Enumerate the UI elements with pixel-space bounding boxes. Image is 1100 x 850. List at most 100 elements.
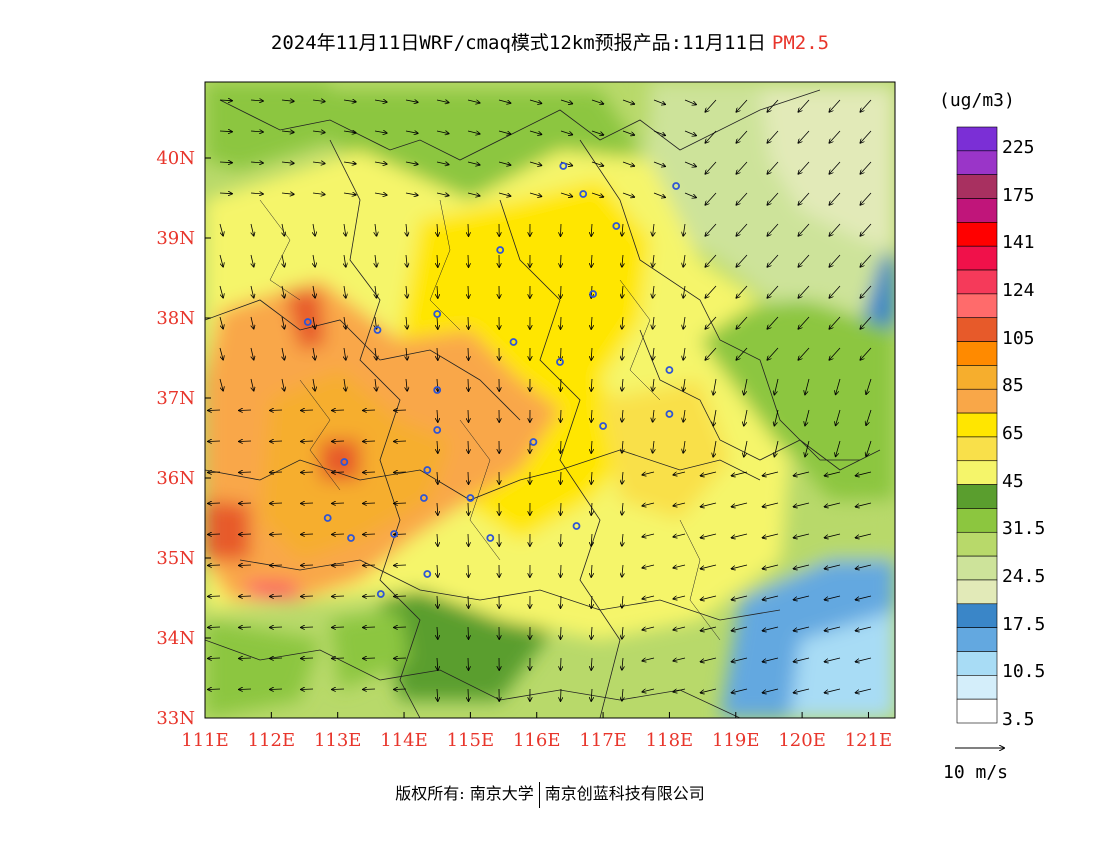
wind-arrow — [673, 596, 686, 599]
wind-arrow — [622, 347, 623, 360]
wind-arrow — [794, 657, 810, 662]
wind-arrow — [701, 502, 717, 507]
wind-arrow — [866, 440, 872, 456]
legend-label: 225 — [1002, 137, 1035, 158]
wind-arrow — [683, 285, 685, 298]
wind-arrow — [622, 130, 634, 135]
wind-arrow — [394, 441, 407, 442]
wind-arrow — [343, 193, 356, 195]
copyright-org1: 南京大学 — [469, 784, 534, 803]
legend-label: 31.5 — [1002, 518, 1046, 540]
wind-arrow — [732, 502, 748, 507]
wind-arrow — [282, 347, 284, 360]
wind-arrow — [701, 595, 717, 600]
wind-arrow — [673, 534, 686, 537]
wind-arrow — [219, 378, 223, 391]
wind-arrow — [239, 503, 252, 504]
wind-arrow — [250, 162, 263, 163]
wind-arrow — [312, 131, 325, 133]
wind-arrow — [374, 131, 387, 133]
wind-arrow — [437, 440, 438, 453]
station-marker — [612, 222, 621, 230]
wind-arrow — [343, 162, 356, 164]
wind-arrow — [866, 409, 872, 425]
wind-arrow — [208, 441, 221, 442]
wind-arrow — [856, 657, 872, 662]
wind-arrow — [591, 223, 592, 236]
wind-arrow — [591, 378, 592, 391]
wind-arrow — [301, 689, 314, 690]
wind-arrow — [313, 285, 315, 298]
wind-arrow — [622, 564, 623, 577]
wind-arrow — [836, 409, 841, 425]
wind-arrow — [406, 347, 407, 360]
wind-arrow — [270, 689, 283, 690]
wind-arrow — [860, 347, 872, 360]
wind-arrow — [701, 471, 717, 476]
wind-arrow — [437, 316, 438, 329]
wind-arrow — [705, 285, 717, 298]
wind-arrow — [732, 626, 748, 631]
wind-arrow — [468, 378, 469, 391]
wind-arrow — [344, 347, 346, 360]
legend-swatch — [956, 531, 998, 557]
legend-swatch — [956, 365, 998, 390]
wind-arrow — [705, 99, 717, 112]
x-axis: 111E 112E 113E 114E 115E 116E 117E 118E 119E 120E… — [181, 712, 892, 751]
wind-arrow — [736, 223, 748, 236]
wind-arrow — [767, 285, 779, 298]
wind-arrow — [591, 595, 592, 608]
legend-swatch — [956, 412, 998, 438]
wind-arrow — [301, 410, 314, 411]
wind-arrow — [437, 502, 438, 515]
wind-arrow — [437, 347, 438, 360]
wind-arrow — [270, 534, 283, 535]
wind-arrow — [270, 627, 283, 628]
wind-arrow — [673, 658, 686, 661]
x-tick-label: 118E — [646, 730, 694, 751]
wind-arrow — [436, 100, 449, 103]
station-marker — [599, 422, 607, 430]
wind-arrow — [653, 254, 654, 267]
wind-arrow — [705, 316, 717, 329]
wind-arrow — [250, 193, 263, 194]
wind-arrow — [219, 131, 232, 132]
wind-arrow — [561, 471, 562, 484]
wind-arrow — [406, 223, 407, 236]
wind-arrow — [560, 99, 572, 104]
wind-arrow — [437, 409, 438, 422]
wind-arrow — [622, 471, 623, 484]
wind-arrow — [406, 254, 407, 267]
county-boundary — [459, 419, 501, 561]
wind-arrow — [332, 565, 345, 566]
wind-arrow — [406, 316, 407, 329]
city-station-markers — [303, 162, 680, 598]
wind-arrow — [829, 223, 841, 236]
wind-arrow — [653, 285, 654, 298]
title-pollutant: PM2.5 — [771, 32, 830, 54]
wind-arrow — [622, 657, 623, 670]
wind-arrow — [301, 534, 314, 535]
wind-arrow — [705, 254, 717, 267]
wind-arrow — [313, 316, 315, 329]
wind-vector-field — [208, 99, 872, 701]
station-marker — [672, 182, 680, 190]
wind-arrow — [705, 161, 717, 174]
wind-arrow — [591, 254, 592, 267]
legend-units: (ug/m3) — [939, 90, 1015, 111]
wind-arrow — [860, 316, 872, 329]
province-boundary — [205, 299, 521, 421]
wind-arrow — [591, 502, 592, 515]
wind-arrow — [239, 689, 252, 690]
x-tick-label: 121E — [845, 730, 893, 751]
wind-arrow — [281, 100, 294, 101]
wind-arrow — [642, 565, 655, 568]
station-marker — [466, 494, 475, 502]
province-boundary — [579, 139, 860, 461]
wind-arrow — [344, 285, 346, 298]
wind-arrow — [343, 100, 356, 102]
wind-arrow — [281, 193, 294, 194]
wind-arrow — [394, 596, 407, 597]
wind-arrow — [642, 596, 655, 599]
county-boundary — [259, 199, 301, 301]
